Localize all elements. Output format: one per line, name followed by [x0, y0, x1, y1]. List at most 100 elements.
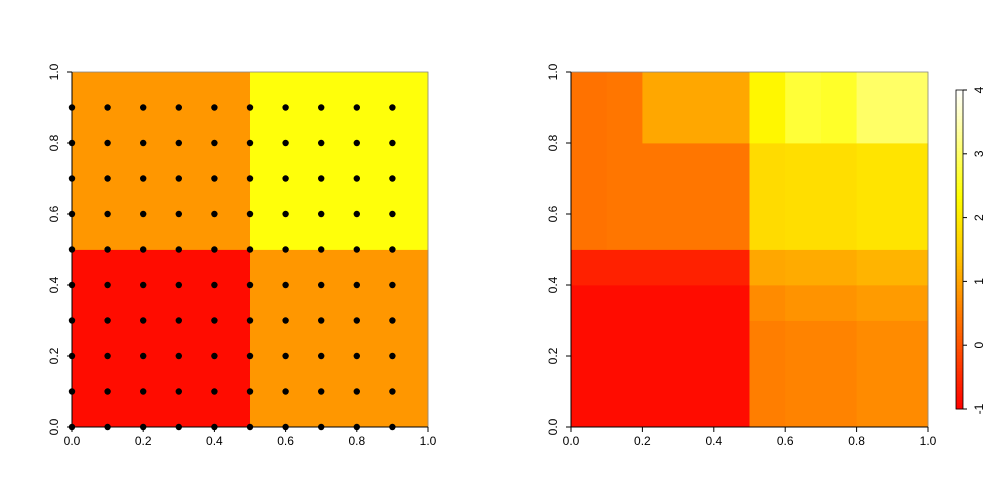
data-point	[318, 388, 325, 395]
colorbar-step	[956, 153, 963, 158]
data-point	[246, 139, 254, 147]
heatmap-cell	[785, 72, 822, 144]
colorbar-step	[956, 141, 963, 145]
heatmap-cell	[749, 285, 786, 321]
colorbar-step	[956, 278, 963, 282]
data-point	[175, 317, 182, 324]
heatmap-cell	[749, 320, 786, 428]
x-tick-label: 0.0	[563, 434, 580, 448]
heatmap-cell	[820, 72, 857, 144]
colorbar-step	[956, 172, 963, 177]
data-point	[353, 175, 360, 182]
heatmap-cell	[606, 143, 750, 250]
colorbar-step	[956, 147, 963, 152]
y-tick-label: 1.0	[546, 63, 560, 80]
y-tick-label: 0.6	[546, 205, 560, 222]
colorbar-step	[956, 208, 963, 212]
data-point	[140, 175, 147, 182]
heatmap-cell	[856, 285, 929, 321]
y-tick-label: 0.8	[47, 134, 61, 151]
heatmap-cell	[785, 249, 857, 286]
x-tick-label: 0.2	[634, 434, 651, 448]
data-point	[353, 139, 360, 147]
colorbar-step	[956, 316, 963, 321]
data-point	[318, 246, 325, 253]
data-point	[140, 139, 147, 147]
data-point	[282, 317, 289, 324]
colorbar-step	[956, 380, 963, 384]
data-point	[282, 139, 289, 147]
data-point	[211, 139, 218, 147]
data-point	[175, 175, 182, 182]
colorbar-step	[956, 361, 963, 365]
colorbar-step	[956, 192, 963, 196]
colorbar-step	[956, 332, 963, 337]
heatmap-cell	[749, 143, 786, 250]
data-point	[353, 388, 360, 395]
colorbar-step	[956, 214, 963, 219]
heatmap-cell	[785, 143, 857, 250]
y-tick-label: 0.6	[47, 205, 61, 222]
colorbar-step	[956, 300, 963, 305]
x-tick-label: 0.0	[64, 434, 81, 448]
data-point	[353, 246, 360, 253]
colorbar-step	[956, 393, 963, 397]
colorbar-step	[956, 322, 963, 327]
colorbar-step	[956, 115, 963, 120]
colorbar-step	[956, 370, 963, 375]
data-point	[68, 352, 76, 360]
data-point	[318, 104, 325, 111]
colorbar-step	[956, 121, 963, 126]
colorbar-step	[956, 275, 963, 279]
data-point	[318, 423, 325, 431]
colorbar-step	[956, 134, 963, 139]
y-tick-label: 0.2	[47, 347, 61, 364]
x-tick-label: 0.2	[135, 434, 152, 448]
colorbar-step	[956, 217, 963, 222]
colorbar-step	[956, 367, 963, 372]
colorbar-step	[956, 284, 963, 289]
data-point	[211, 210, 218, 218]
data-point	[211, 423, 218, 431]
colorbar-step	[956, 163, 963, 168]
data-point	[353, 423, 360, 431]
data-point	[104, 317, 111, 324]
colorbar-step	[956, 399, 963, 404]
left-heatmap-panel: 0.0 0.2 0.4 0.6 0.8 1.0 0.0 0.2 0.4 0.6 0.8 1.0	[47, 63, 436, 448]
data-point	[140, 281, 147, 289]
x-tick-label: 0.8	[848, 434, 865, 448]
colorbar-step	[956, 230, 963, 235]
data-point	[389, 210, 396, 218]
data-point	[68, 423, 76, 431]
heatmap-cell	[785, 320, 857, 428]
colorbar-step	[956, 188, 963, 193]
data-point	[175, 139, 182, 147]
colorbar-step	[956, 109, 963, 113]
data-point	[68, 388, 76, 395]
y-tick-label: 0.0	[546, 418, 560, 435]
colorbar-step	[956, 303, 963, 308]
data-point	[104, 352, 111, 360]
colorbar-step	[956, 96, 963, 101]
data-point	[389, 423, 396, 431]
heatmap-cell	[785, 285, 857, 321]
heatmap-cell	[749, 249, 786, 286]
colorbar-step	[956, 182, 963, 187]
data-point	[282, 210, 289, 218]
colorbar-step	[956, 252, 963, 257]
data-point	[68, 139, 76, 147]
data-point	[353, 317, 360, 324]
data-point	[140, 246, 147, 253]
colorbar-step	[956, 386, 963, 391]
data-point	[175, 388, 182, 395]
heatmap-cell	[571, 249, 750, 286]
data-point	[140, 423, 147, 431]
colorbar-step	[956, 201, 963, 206]
data-point	[140, 210, 147, 218]
data-point	[104, 388, 111, 395]
colorbar-step	[956, 239, 963, 244]
data-point	[211, 388, 218, 395]
colorbar-step	[956, 281, 963, 286]
colorbar-step	[956, 204, 963, 209]
data-point	[282, 281, 289, 289]
